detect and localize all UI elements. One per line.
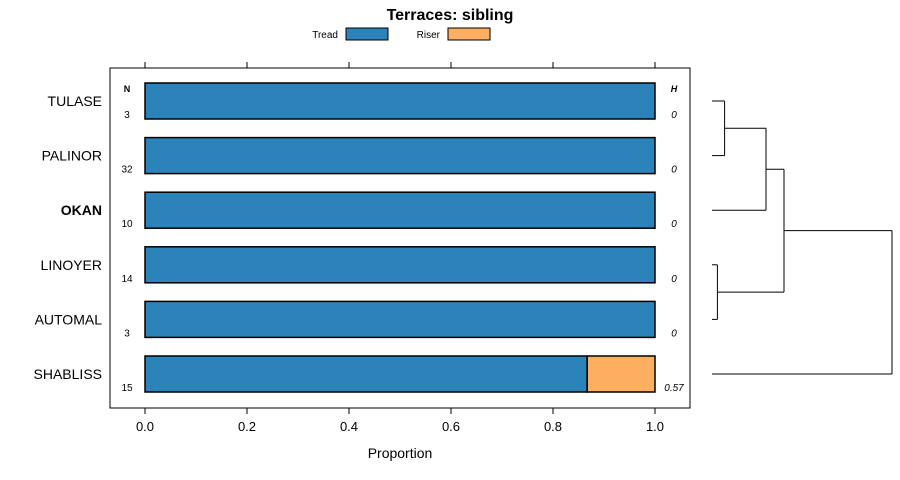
legend-label-riser: Riser xyxy=(417,30,441,41)
h-value: 0 xyxy=(671,110,677,121)
chart-title: Terraces: sibling xyxy=(387,7,514,24)
n-value: 32 xyxy=(121,165,133,176)
x-tick-label: 0.0 xyxy=(136,419,154,434)
bars xyxy=(144,82,656,393)
h-value: 0 xyxy=(671,328,677,339)
h-value: 0 xyxy=(671,219,677,230)
bar-tread-tulase xyxy=(144,82,656,120)
n-value: 3 xyxy=(124,110,130,121)
legend-swatch-riser xyxy=(447,27,491,41)
bar-tread-automal xyxy=(144,300,656,339)
h-header: H xyxy=(671,84,678,94)
bar-tread-palinor xyxy=(144,136,656,175)
category-label: TULASE xyxy=(48,93,102,109)
category-label: AUTOMAL xyxy=(35,311,103,327)
n-value: 15 xyxy=(121,383,133,394)
category-labels: TULASE 3 0 PALINOR 32 0 OKAN 10 0 LINOYER 14 0 AUTOM… xyxy=(34,93,685,394)
legend-label-tread: Tread xyxy=(312,30,338,41)
x-tick-label: 0.4 xyxy=(340,419,358,434)
n-header: N xyxy=(124,84,131,94)
x-tick-label: 0.8 xyxy=(544,419,562,434)
category-label: OKAN xyxy=(61,202,102,218)
n-value: 3 xyxy=(124,328,130,339)
n-value: 10 xyxy=(121,219,133,230)
x-axis-ticks: 0.0 0.2 0.4 0.6 0.8 1.0 xyxy=(136,62,664,434)
dendrogram xyxy=(712,100,893,375)
x-tick-label: 0.6 xyxy=(442,419,460,434)
plot-frame xyxy=(109,67,691,409)
h-value: 0 xyxy=(671,165,677,176)
n-value: 14 xyxy=(121,274,133,285)
x-tick-label: 1.0 xyxy=(646,419,664,434)
x-tick-label: 0.2 xyxy=(238,419,256,434)
h-value: 0 xyxy=(671,274,677,285)
x-axis-title: Proportion xyxy=(368,445,433,461)
category-label: LINOYER xyxy=(41,257,102,273)
category-label: SHABLISS xyxy=(34,366,102,382)
bar-tread-okan xyxy=(144,191,656,229)
legend-swatch-tread xyxy=(345,27,389,41)
legend: Tread Riser xyxy=(312,27,491,41)
bar-tread-shabliss xyxy=(144,355,588,393)
bar-riser-shabliss xyxy=(586,355,656,393)
h-value: 0.57 xyxy=(664,383,684,394)
category-label: PALINOR xyxy=(42,148,102,164)
bar-tread-linoyer xyxy=(144,246,656,284)
